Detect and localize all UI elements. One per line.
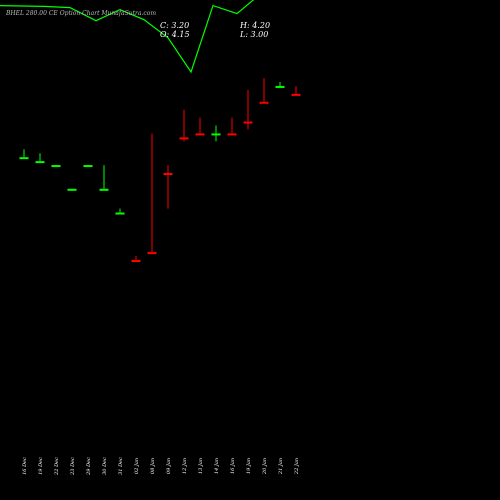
candle-23-dec [67, 188, 77, 191]
x-tick-label: 19 Dec [38, 457, 44, 475]
candle-31-dec [115, 208, 125, 215]
x-tick-label: 22 Jan [294, 458, 300, 475]
candle-16-dec [19, 149, 29, 160]
x-tick-label: 16 Dec [22, 457, 28, 475]
candle-body [35, 161, 45, 164]
candle-body [19, 157, 29, 160]
close-value: C: 3.20 [160, 21, 190, 30]
x-tick-label: 21 Jan [278, 458, 284, 475]
candle-body [243, 121, 253, 124]
x-tick-label: 02 Jan [134, 458, 140, 474]
indicator-lines [0, 0, 255, 74]
candle-29-dec [83, 165, 93, 168]
candle-body [99, 188, 109, 191]
x-tick-label: 23 Dec [70, 457, 76, 476]
high-value: H: 4.20 [240, 21, 271, 30]
x-tick-label: 31 Dec [118, 457, 124, 475]
candles [19, 78, 301, 262]
candle-body [275, 85, 285, 88]
candle-body [179, 137, 189, 140]
low-value: L: 3.00 [240, 30, 269, 39]
candle-19-jan [243, 89, 253, 130]
x-tick-label: 08 Jan [150, 458, 156, 474]
x-tick-label: 09 Jan [166, 458, 172, 474]
x-tick-label: 14 Jan [214, 458, 220, 474]
candle-22-dec [51, 165, 61, 168]
x-tick-label: 22 Dec [54, 457, 60, 476]
candle-21-jan [275, 82, 285, 88]
candle-19-dec [35, 153, 45, 164]
x-tick-label: 20 Jan [262, 458, 268, 475]
candle-08-jan [147, 133, 157, 255]
candle-body [131, 260, 141, 262]
chart-title: BHEL 280.00 CE Option Chart MunafaSutra.… [6, 10, 157, 17]
upper-band-line [0, 0, 255, 74]
candle-body [51, 165, 61, 168]
candle-13-jan [195, 117, 205, 136]
candle-09-jan [163, 165, 173, 209]
candle-body [147, 252, 157, 255]
candle-12-jan [179, 109, 189, 142]
x-tick-label: 16 Jan [230, 458, 236, 474]
candle-20-jan [259, 78, 269, 104]
candle-02-jan [131, 256, 141, 262]
x-axis-labels: 16 Dec 19 Dec 22 Dec 23 Dec 29 Dec 30 Dec 31 D… [22, 457, 300, 476]
candle-22-jan [291, 85, 301, 96]
candle-30-dec [99, 165, 109, 191]
candle-body [83, 165, 93, 168]
candle-body [195, 133, 205, 136]
candle-body [291, 93, 301, 96]
x-tick-label: 12 Jan [182, 458, 188, 474]
candle-body [211, 133, 221, 136]
candle-body [227, 133, 237, 136]
x-tick-label: 29 Dec [86, 457, 92, 476]
candle-16-jan [227, 117, 237, 136]
open-value: O: 4.15 [160, 30, 190, 39]
candle-body [259, 101, 269, 104]
candle-14-jan [211, 125, 221, 142]
candle-body [163, 172, 173, 175]
candle-body [115, 212, 125, 215]
x-tick-label: 13 Jan [198, 458, 204, 474]
candle-body [67, 188, 77, 191]
x-tick-label: 30 Dec [102, 457, 108, 475]
x-tick-label: 19 Jan [246, 458, 252, 474]
